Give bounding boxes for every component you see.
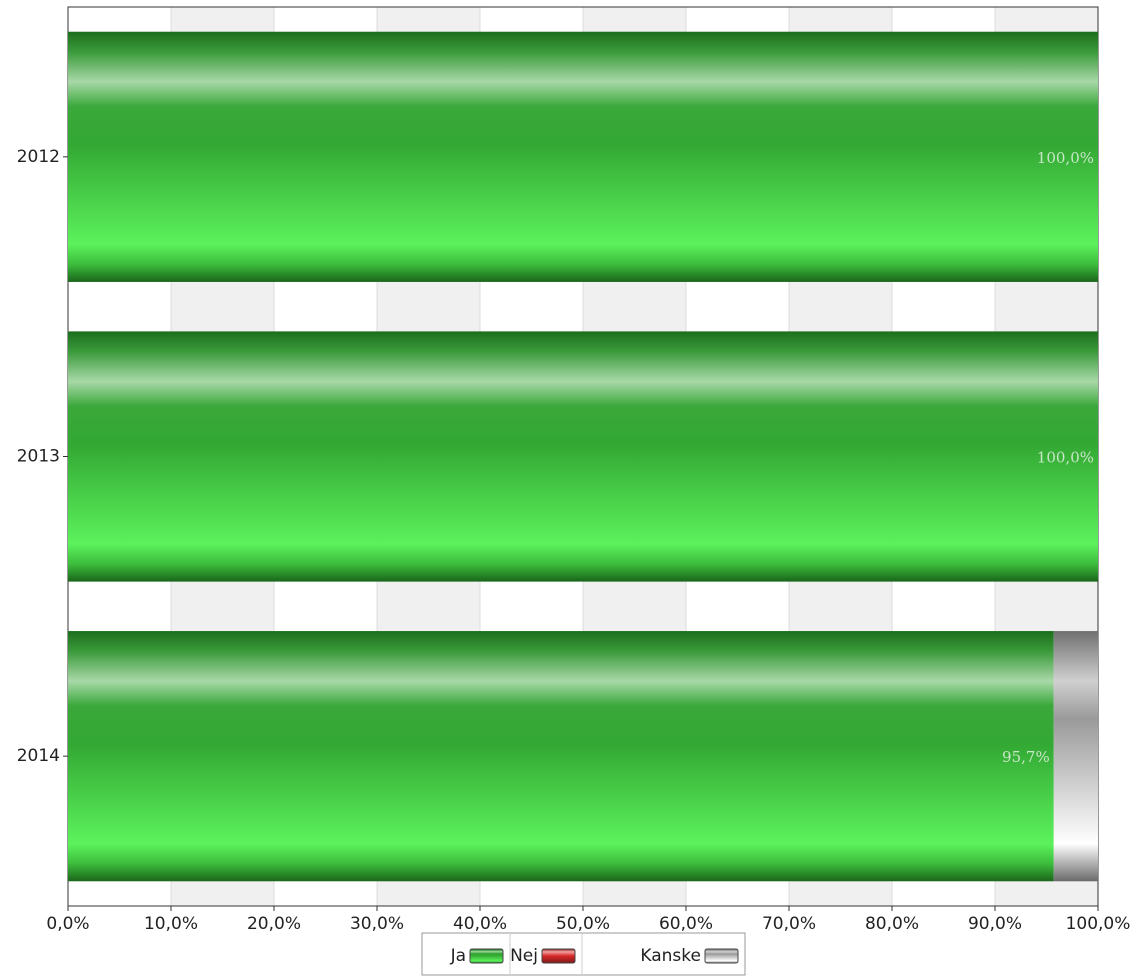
x-tick-label: 50,0% (556, 914, 610, 934)
bar-segment (68, 31, 1098, 282)
y-tick-label: 2013 (17, 447, 60, 467)
legend-label: Nej (510, 946, 538, 966)
x-tick-label: 100,0% (1066, 914, 1131, 934)
x-tick-label: 10,0% (144, 914, 198, 934)
x-tick-label: 90,0% (968, 914, 1022, 934)
bar-segment (68, 631, 1054, 882)
bar-segment (68, 331, 1098, 582)
bar-segment (1053, 631, 1098, 882)
legend-swatch (704, 948, 739, 964)
x-tick-label: 0,0% (46, 914, 89, 934)
y-tick-label: 2014 (17, 746, 60, 766)
legend (421, 932, 746, 976)
legend-label: Ja (450, 946, 466, 966)
x-tick-label: 70,0% (762, 914, 816, 934)
legend-label: Kanske (640, 946, 701, 966)
x-tick-label: 30,0% (350, 914, 404, 934)
value-label: 95,7% (1002, 748, 1050, 766)
legend-swatch (541, 948, 576, 964)
y-tick-label: 2012 (17, 147, 60, 167)
value-label: 100,0% (1037, 449, 1094, 467)
x-tick-label: 60,0% (659, 914, 713, 934)
x-tick-label: 20,0% (247, 914, 301, 934)
x-tick-label: 80,0% (865, 914, 919, 934)
value-label: 100,0% (1037, 149, 1094, 167)
x-tick-label: 40,0% (453, 914, 507, 934)
legend-swatch (469, 948, 504, 964)
